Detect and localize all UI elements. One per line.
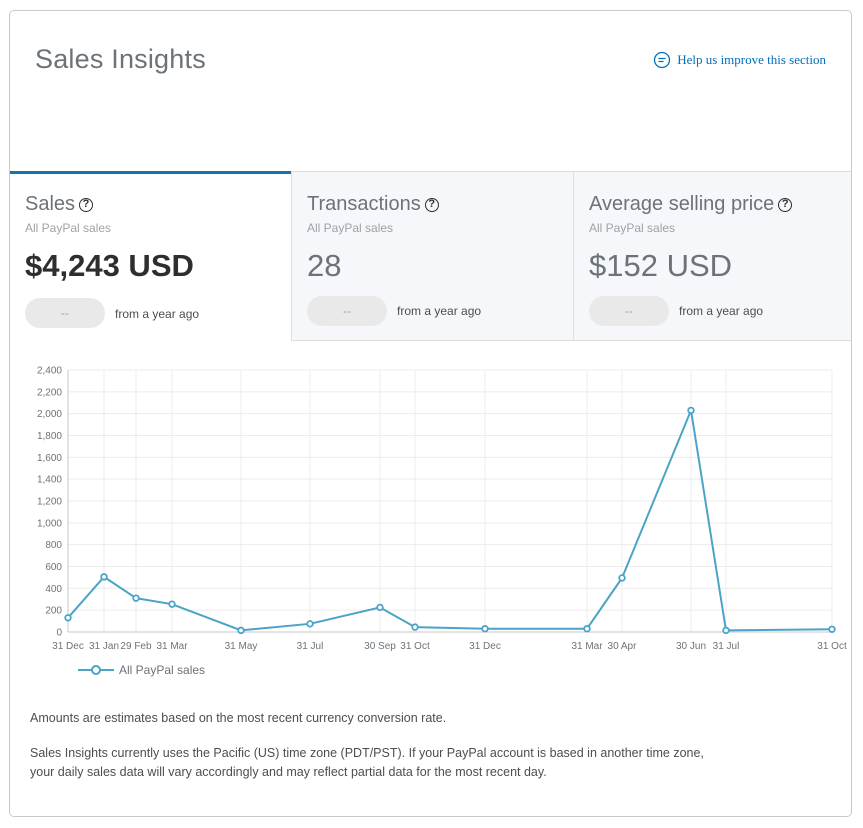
data-point xyxy=(411,623,419,631)
x-tick-label: 31 Mar xyxy=(571,641,603,652)
data-point xyxy=(132,594,140,602)
footnote-currency: Amounts are estimates based on the most … xyxy=(30,711,447,725)
footnote-timezone-line1: Sales Insights currently uses the Pacifi… xyxy=(30,746,704,760)
x-tick-label: 31 Dec xyxy=(52,641,84,652)
tab-transactions-subtitle: All PayPal sales xyxy=(307,221,394,235)
y-tick-label: 1,400 xyxy=(37,475,62,486)
tab-transactions-value: 28 xyxy=(307,248,342,283)
legend-line-marker-icon xyxy=(78,665,114,675)
data-point xyxy=(481,625,489,633)
x-tick-label: 31 Mar xyxy=(156,641,188,652)
y-tick-label: 400 xyxy=(45,584,62,595)
data-point xyxy=(618,574,626,582)
y-tick-label: 1,200 xyxy=(37,497,62,508)
tab-average-selling-price[interactable]: Average selling price ? All PayPal sales… xyxy=(573,171,851,341)
data-point xyxy=(722,626,730,635)
sales-line-chart: 0 200 400 600 800 1,000 1,200 1,400 1,600 1,800 2,… xyxy=(37,366,847,653)
data-point xyxy=(583,625,591,633)
x-tick-label: 31 Jul xyxy=(713,641,740,652)
x-tick-label: 31 Jan xyxy=(89,641,119,652)
data-point xyxy=(168,600,176,608)
y-tick-label: 0 xyxy=(56,628,62,639)
x-tick-label: 30 Jun xyxy=(676,641,706,652)
sales-chart: 0 200 400 600 800 1,000 1,200 1,400 1,600 1,800 2,… xyxy=(10,356,851,696)
help-improve-link[interactable]: Help us improve this section xyxy=(653,51,826,69)
tab-asp-note: from a year ago xyxy=(679,304,764,318)
data-point xyxy=(376,603,384,612)
y-tick-label: 1,600 xyxy=(37,453,62,464)
tab-transactions[interactable]: Transactions ? All PayPal sales 28 -- fr… xyxy=(291,171,573,341)
help-question-icon[interactable]: ? xyxy=(424,197,439,212)
help-question-icon[interactable]: ? xyxy=(778,197,793,212)
x-tick-label: 29 Feb xyxy=(120,641,152,652)
tab-transactions-note: from a year ago xyxy=(397,304,482,318)
series-line xyxy=(67,406,833,632)
x-tick-label: 31 Dec xyxy=(469,641,501,652)
data-point xyxy=(687,406,695,415)
tab-asp-label: Average selling price xyxy=(589,193,775,215)
tab-sales[interactable]: Sales ? All PayPal sales $4,243 USD -- f… xyxy=(10,171,291,341)
tab-asp-subtitle: All PayPal sales xyxy=(589,221,676,235)
x-tick-label: 30 Sep xyxy=(364,641,396,652)
y-tick-label: 200 xyxy=(45,606,62,617)
tab-sales-label: Sales xyxy=(25,193,76,215)
x-tick-label: 31 Oct xyxy=(817,641,847,652)
x-tick-label: 31 May xyxy=(225,641,258,652)
tab-asp-change-badge: -- xyxy=(589,296,669,326)
y-tick-label: 600 xyxy=(45,562,62,573)
tab-sales-subtitle: All PayPal sales xyxy=(25,221,112,235)
y-tick-label: 2,400 xyxy=(37,366,62,377)
data-point xyxy=(64,614,72,622)
tab-transactions-label: Transactions xyxy=(307,193,421,215)
help-question-icon[interactable]: ? xyxy=(79,197,94,212)
y-tick-label: 800 xyxy=(45,540,62,551)
legend-label: All PayPal sales xyxy=(119,663,206,677)
x-tick-label: 31 Jul xyxy=(297,641,324,652)
tab-asp-value: $152 USD xyxy=(589,248,733,283)
data-point xyxy=(237,626,245,635)
footnote-timezone-line2: your daily sales data will vary accordin… xyxy=(30,765,547,779)
chart-legend[interactable]: All PayPal sales xyxy=(78,663,205,677)
y-tick-label: 1,800 xyxy=(37,431,62,442)
tab-sales-value: $4,243 USD xyxy=(25,248,194,283)
data-point xyxy=(306,620,314,628)
data-point xyxy=(828,625,836,633)
y-tick-label: 1,000 xyxy=(37,518,62,529)
x-tick-label: 30 Apr xyxy=(608,641,638,652)
page-title: Sales Insights xyxy=(35,44,206,74)
x-tick-label: 31 Oct xyxy=(400,641,430,652)
y-tick-label: 2,200 xyxy=(37,387,62,398)
tab-sales-change-badge: -- xyxy=(25,298,105,328)
help-link-label: Help us improve this section xyxy=(677,52,826,67)
tab-sales-note: from a year ago xyxy=(115,307,200,321)
y-tick-label: 2,000 xyxy=(37,409,62,420)
data-point xyxy=(100,573,108,581)
feedback-icon xyxy=(654,51,671,69)
tab-transactions-change-badge: -- xyxy=(307,296,387,326)
sales-insights-card: Sales Insights Help us improve this sect… xyxy=(9,10,852,817)
metric-tabs: Sales ? All PayPal sales $4,243 USD -- f… xyxy=(10,171,851,342)
